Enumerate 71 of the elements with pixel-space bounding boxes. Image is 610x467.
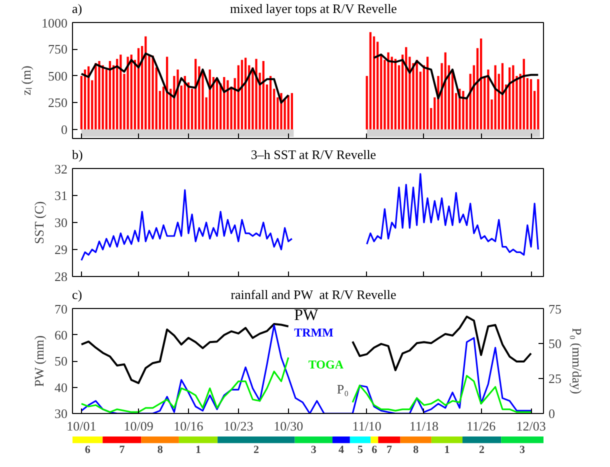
bar: [218, 436, 295, 444]
text: a): [72, 0, 82, 18]
bar: [332, 436, 350, 444]
x-tick-label: 11/10: [352, 418, 382, 434]
y-axis-title: SST (C): [32, 201, 46, 244]
x-tick-label: 10/16: [174, 418, 204, 434]
series-label: 8: [157, 444, 164, 456]
y-tick-label: 250: [48, 95, 68, 110]
y-tick-label: 70: [54, 302, 68, 316]
y-tick-label: 31: [54, 188, 68, 203]
series-label: 5: [358, 444, 364, 456]
y-tick-label: 32: [54, 162, 68, 176]
bar: [294, 436, 332, 444]
text: b): [72, 146, 83, 164]
bar: [431, 436, 462, 444]
x-tick-label: 10/23: [224, 418, 254, 434]
series-label: 4: [338, 444, 344, 456]
y2-axis-title: P₀ (mm/day): [570, 328, 584, 394]
text: c): [72, 286, 82, 304]
series-label: 7: [386, 444, 392, 456]
x-tick-label: 10/09: [124, 418, 154, 434]
series-label: 6: [84, 444, 91, 456]
series-label: PW: [294, 306, 319, 324]
series-label: TRMM: [294, 325, 334, 340]
y-tick-label: 40: [54, 380, 68, 395]
chart-title: mixed layer tops at R/V Revelle: [230, 1, 397, 16]
bar: [141, 436, 179, 444]
series-label: TOGA: [308, 358, 344, 372]
series-label: 7: [119, 444, 126, 456]
y-axis-title: zₗ (m): [18, 66, 34, 96]
x-tick-label: 11/18: [409, 418, 439, 434]
y-tick-label: 50: [54, 354, 68, 368]
bar: [102, 436, 142, 444]
y2-tick-label: 0: [548, 406, 555, 421]
y-tick-label: 30: [54, 406, 68, 421]
y-tick-label: 60: [54, 327, 68, 342]
bar: [350, 436, 371, 444]
annotation: P₀: [336, 381, 349, 396]
y-tick-label: 30: [54, 215, 68, 230]
series-label: 8: [413, 444, 420, 456]
bar: [370, 436, 378, 444]
bar: [462, 436, 502, 444]
y2-tick-label: 25: [548, 371, 562, 386]
y-tick-label: 750: [48, 42, 68, 57]
x-tick-label: 10/30: [274, 418, 304, 434]
y-tick-label: 1000: [42, 16, 68, 30]
y-tick-label: 500: [48, 68, 68, 84]
y-axis-title: PW (mm): [32, 335, 46, 387]
bar: [400, 436, 432, 444]
series-label: 2: [479, 444, 486, 456]
bar: [378, 436, 400, 444]
series-label: 1: [196, 444, 202, 456]
y-tick-label: 29: [54, 242, 68, 257]
chart-title: 3–h SST at R/V Revelle: [250, 147, 376, 162]
line-series: [80, 324, 532, 414]
y2-tick-label: 75: [548, 302, 562, 316]
x-tick-label: 12/03: [516, 418, 546, 434]
y-tick-label: 0: [61, 122, 68, 137]
bar: [72, 436, 103, 444]
chart-title: rainfall and PW at R/V Revelle: [230, 287, 396, 302]
y-tick-label: 28: [54, 269, 68, 284]
series-label: 1: [444, 444, 450, 456]
y2-tick-label: 50: [548, 336, 562, 351]
x-tick-label: 10/01: [66, 418, 96, 434]
bar: [178, 436, 218, 444]
bar: [501, 436, 544, 444]
series-label: 2: [253, 444, 260, 456]
x-tick-label: 11/26: [466, 418, 496, 434]
series-label: 6: [372, 444, 378, 456]
series-label: 3: [520, 444, 526, 456]
series-label: 3: [310, 444, 317, 456]
